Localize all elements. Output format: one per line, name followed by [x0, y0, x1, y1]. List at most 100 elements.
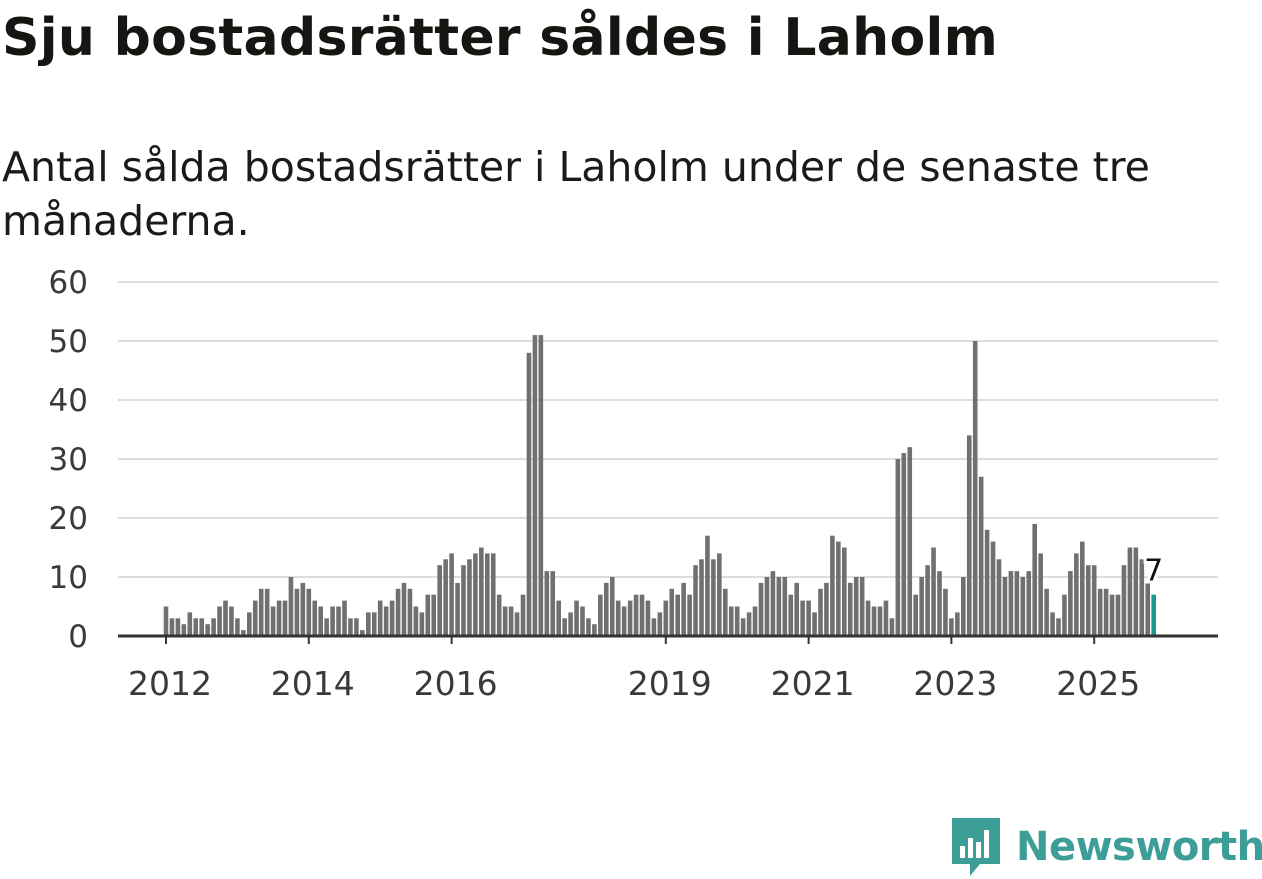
- bar: [211, 618, 216, 636]
- bar: [604, 582, 609, 636]
- bar: [1044, 588, 1049, 636]
- bar: [681, 582, 686, 636]
- bar: [217, 606, 222, 636]
- bar: [1020, 577, 1026, 636]
- bar: [794, 582, 799, 636]
- bar: [919, 577, 924, 636]
- bar: [199, 618, 204, 636]
- bar: [859, 577, 865, 636]
- bar: [836, 541, 841, 636]
- bar: [574, 600, 579, 636]
- bar: [639, 594, 645, 636]
- bar: [389, 600, 395, 636]
- y-tick-label: 50: [49, 324, 88, 360]
- bar: [955, 612, 960, 636]
- bar: [169, 618, 175, 636]
- bar: [913, 594, 918, 636]
- newsworthy-logo-icon: [952, 818, 1000, 876]
- bar: [800, 600, 805, 636]
- gridlines: [118, 281, 1218, 578]
- bar: [788, 594, 794, 636]
- bar: [1133, 547, 1139, 636]
- bar: [633, 594, 639, 636]
- bar: [270, 606, 276, 636]
- bar: [723, 588, 728, 636]
- bar: [348, 618, 353, 636]
- bar: [532, 335, 538, 636]
- bar: [1103, 588, 1109, 636]
- bar: [883, 600, 889, 636]
- bar: [972, 341, 978, 636]
- highlight-bar: [1151, 594, 1156, 636]
- bar: [1085, 565, 1091, 636]
- bar: [818, 588, 823, 636]
- y-tick-label: 60: [49, 265, 88, 301]
- bar: [705, 535, 710, 636]
- bar: [621, 606, 627, 636]
- bar: [1139, 559, 1145, 636]
- bar: [437, 565, 442, 636]
- bar: [770, 571, 776, 636]
- bar: [276, 600, 282, 636]
- bar: [657, 612, 663, 636]
- bar: [431, 594, 437, 636]
- bar: [1026, 571, 1032, 636]
- bar: [241, 630, 246, 636]
- bar: [479, 547, 484, 636]
- bar: [288, 577, 294, 636]
- bar: [330, 606, 335, 636]
- highlight-value-label: 7: [1144, 554, 1163, 589]
- bar: [366, 612, 371, 636]
- bar: [907, 447, 913, 636]
- bar: [354, 618, 359, 636]
- bar: [990, 541, 996, 636]
- x-tick-label: 2025: [1056, 664, 1140, 703]
- bar: [1127, 547, 1133, 636]
- bar: [413, 606, 419, 636]
- bar: [502, 606, 508, 636]
- bar: [592, 624, 597, 636]
- bar: [889, 618, 895, 636]
- bar: [728, 606, 734, 636]
- bar: [1068, 571, 1073, 636]
- bar: [1121, 565, 1127, 636]
- bar: [223, 600, 228, 636]
- bar: [812, 612, 817, 636]
- chart-subtitle: Antal sålda bostadsrätter i Laholm under…: [2, 143, 1150, 245]
- bar: [669, 588, 675, 636]
- bar: [1097, 588, 1103, 636]
- chart-title: Sju bostadsrätter såldes i Laholm: [2, 8, 999, 68]
- bar: [419, 612, 425, 636]
- bar: [764, 577, 770, 636]
- bar: [1014, 571, 1020, 636]
- bar: [294, 588, 300, 636]
- bar: [937, 571, 942, 636]
- x-tick-label: 2016: [414, 664, 498, 703]
- bar: [449, 553, 454, 636]
- bar: [687, 594, 692, 636]
- bar: [544, 571, 550, 636]
- bar: [1074, 553, 1079, 636]
- bar: [229, 606, 234, 636]
- bar: [586, 618, 591, 636]
- bar: [1145, 582, 1151, 636]
- bars: [163, 335, 1156, 636]
- bar: [425, 594, 431, 636]
- bar: [1115, 594, 1121, 636]
- bar: [342, 600, 347, 636]
- bar: [598, 594, 603, 636]
- bar: [163, 606, 169, 636]
- bar: [461, 565, 466, 636]
- bar-chart: 0 10 20 30 40 50 60 2012 2014 2016 2019 2021 2023 202…: [49, 265, 1218, 703]
- bar: [336, 606, 341, 636]
- bar: [961, 577, 966, 636]
- bar: [306, 588, 312, 636]
- bar: [1109, 594, 1115, 636]
- y-tick-label: 0: [68, 619, 88, 655]
- bar: [734, 606, 740, 636]
- bar: [401, 582, 407, 636]
- bar: [627, 600, 633, 636]
- bar: [847, 582, 853, 636]
- bar: [407, 588, 413, 636]
- bar: [187, 612, 193, 636]
